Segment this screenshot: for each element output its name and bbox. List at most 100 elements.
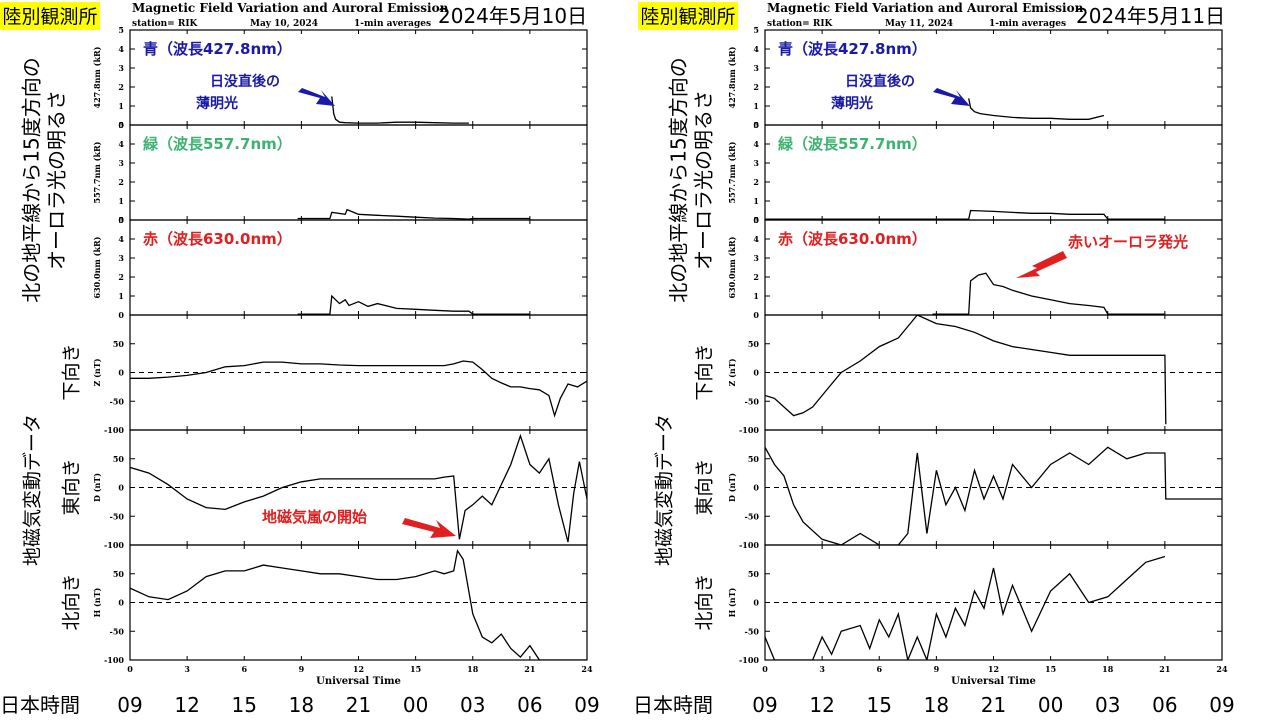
y-axis-unit: Z (nT) — [92, 358, 102, 386]
jst-tick-label: 12 — [809, 693, 834, 717]
x-tick-label: 0 — [762, 664, 768, 674]
annotation-twilight-1: 日没直後の — [210, 73, 280, 90]
series-line-h — [130, 549, 587, 660]
jst-tick-label: 06 — [1152, 693, 1177, 717]
y-tick-label: -100 — [104, 655, 124, 665]
y-tick-label: -100 — [739, 425, 759, 435]
jst-tick-label: 12 — [174, 693, 199, 717]
ylabel-aurora-2: オーロラ光の明るさ — [692, 90, 716, 270]
y-axis-unit: D (nT) — [92, 473, 102, 502]
series-line-630.0nm — [932, 272, 1165, 315]
jst-label: 日本時間 — [0, 693, 80, 717]
series-line-557.7nm — [765, 209, 1165, 220]
y-tick-label: 4 — [753, 44, 759, 54]
y-axis-unit: 557.7nm (kR) — [727, 141, 737, 203]
arrow-twilight — [298, 88, 335, 106]
label-east: 東向き — [61, 458, 83, 515]
series-line-630.0nm — [297, 294, 530, 315]
x-tick-label: 0 — [127, 664, 133, 674]
y-tick-label: 1 — [118, 101, 124, 111]
y-axis-unit: 427.8nm (kR) — [727, 46, 737, 108]
series-line-z — [130, 360, 587, 418]
series-line-427.8nm — [331, 96, 469, 124]
chart-header-station: station= RIK — [132, 19, 199, 29]
station-label-bg — [0, 2, 100, 30]
y-axis-unit: 427.8nm (kR) — [92, 46, 102, 108]
y-tick-label: 2 — [118, 272, 124, 282]
panel-h: -100 -50 0 50 H (nT) — [92, 544, 588, 665]
arrow-red-aurora — [1016, 251, 1067, 278]
y-tick-label: 50 — [113, 569, 125, 579]
y-tick-label: 2 — [753, 177, 759, 187]
y-tick-label: 1 — [118, 291, 124, 301]
annotation-red-aurora: 赤いオーロラ発光 — [1068, 233, 1188, 251]
ylabel-aurora-1: 北の地平線から15度方向の — [20, 57, 44, 302]
y-tick-label: 3 — [753, 63, 759, 73]
label-red: 赤（波長630.0nm） — [778, 230, 927, 248]
series-line-h — [765, 555, 1166, 660]
y-tick-label: 2 — [753, 82, 759, 92]
x-axis-label: Universal Time — [951, 676, 1036, 687]
annotation-twilight-2: 薄明光 — [196, 95, 238, 112]
x-axis-label: Universal Time — [316, 676, 401, 687]
y-tick-label: 0 — [118, 483, 124, 493]
y-tick-label: 0 — [753, 483, 759, 493]
jst-tick-label: 18 — [924, 693, 949, 717]
label-green: 緑（波長557.7nm） — [778, 135, 927, 153]
label-north: 北向き — [694, 573, 716, 630]
annotation-twilight-2: 薄明光 — [831, 95, 873, 112]
x-tick-label: 21 — [524, 664, 535, 674]
panel-557-7nm: 0 1 2 3 4 5 557.7nm (kR) — [727, 120, 1223, 225]
y-tick-label: 0 — [118, 120, 124, 130]
ylabel-magnetic: 地磁気変動データ — [22, 414, 44, 566]
annotation-storm: 地磁気嵐の開始 — [262, 508, 367, 526]
y-tick-label: 2 — [118, 177, 124, 187]
y-tick-label: 3 — [753, 253, 759, 263]
jst-tick-label: 00 — [1038, 693, 1063, 717]
y-axis-unit: Z (nT) — [727, 358, 737, 386]
y-axis-unit: H (nT) — [92, 587, 102, 617]
jst-tick-label: 09 — [752, 693, 777, 717]
x-tick-label: 3 — [819, 664, 825, 674]
jst-label: 日本時間 — [633, 693, 713, 717]
y-tick-label: 4 — [753, 139, 759, 149]
series-line-d — [130, 433, 587, 543]
panel-d: -100 -50 0 50 D (nT) — [727, 429, 1223, 550]
arrow-storm — [402, 518, 456, 538]
ylabel-aurora-1: 北の地平線から15度方向の — [667, 57, 691, 302]
ylabel-aurora-2: オーロラ光の明るさ — [45, 90, 69, 270]
jst-tick-label: 00 — [403, 693, 428, 717]
y-tick-label: -50 — [110, 396, 125, 406]
x-tick-label: 18 — [467, 664, 479, 674]
x-tick-label: 12 — [353, 664, 364, 674]
jst-tick-label: 18 — [289, 693, 314, 717]
x-tick-label: 9 — [934, 664, 940, 674]
chart-date-jp: 2024年5月10日 — [438, 4, 587, 28]
y-axis-unit: 630.0nm (kR) — [92, 236, 102, 298]
jst-tick-label: 15 — [232, 693, 257, 717]
y-tick-label: -100 — [104, 540, 124, 550]
y-tick-label: 0 — [753, 215, 759, 225]
y-axis-unit: H (nT) — [727, 587, 737, 617]
y-axis-unit: D (nT) — [727, 473, 737, 502]
jst-tick-label: 21 — [346, 693, 371, 717]
station-label: 陸別観測所 — [2, 6, 97, 28]
y-tick-label: 5 — [753, 25, 759, 35]
x-tick-label: 6 — [241, 664, 247, 674]
y-tick-label: 0 — [118, 368, 124, 378]
label-down: 下向き — [694, 343, 716, 400]
y-tick-label: 4 — [118, 234, 124, 244]
label-blue: 青（波長427.8nm） — [143, 40, 292, 58]
y-tick-label: 0 — [753, 368, 759, 378]
y-tick-label: 4 — [753, 234, 759, 244]
station-label-bg — [638, 2, 738, 30]
label-blue: 青（波長427.8nm） — [778, 40, 927, 58]
jst-tick-label: 09 — [117, 693, 142, 717]
y-tick-label: -100 — [104, 425, 124, 435]
y-axis-unit: 557.7nm (kR) — [92, 141, 102, 203]
y-tick-label: 4 — [118, 44, 124, 54]
y-tick-label: 0 — [118, 215, 124, 225]
y-tick-label: 5 — [118, 120, 124, 130]
series-line-427.8nm — [968, 98, 1105, 120]
series-line-z — [765, 315, 1167, 425]
